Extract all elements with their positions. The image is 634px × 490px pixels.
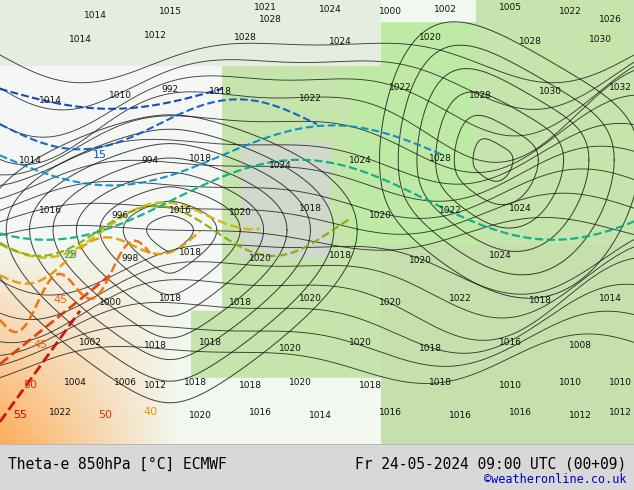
Text: 40: 40	[143, 407, 157, 417]
Text: 1014: 1014	[68, 35, 91, 45]
Text: 1024: 1024	[319, 5, 341, 15]
Text: 1018: 1018	[328, 250, 351, 260]
Text: 1018: 1018	[429, 377, 451, 387]
Text: 1010: 1010	[108, 91, 131, 99]
Text: 1016: 1016	[169, 205, 191, 215]
Text: 1024: 1024	[508, 203, 531, 213]
Text: 1020: 1020	[288, 377, 311, 387]
Text: 1018: 1018	[358, 381, 382, 390]
Text: 1016: 1016	[448, 411, 472, 419]
Text: 994: 994	[141, 155, 158, 165]
Text: 1020: 1020	[299, 294, 321, 302]
Text: 1018: 1018	[183, 377, 207, 387]
Text: 1006: 1006	[113, 377, 136, 387]
Text: ©weatheronline.co.uk: ©weatheronline.co.uk	[484, 473, 626, 486]
Text: 1024: 1024	[269, 161, 292, 170]
Text: 50: 50	[98, 410, 112, 420]
Text: 1012: 1012	[143, 30, 167, 40]
Text: 50: 50	[23, 380, 37, 390]
Text: 1028: 1028	[259, 16, 281, 24]
Text: 1014: 1014	[18, 155, 41, 165]
Text: 996: 996	[112, 211, 129, 220]
Text: 1018: 1018	[209, 88, 231, 97]
Text: Theta-e 850hPa [°C] ECMWF: Theta-e 850hPa [°C] ECMWF	[8, 457, 226, 472]
Text: 1032: 1032	[609, 83, 631, 93]
Text: 1026: 1026	[598, 16, 621, 24]
Text: 1020: 1020	[349, 338, 372, 346]
Text: 1004: 1004	[63, 377, 86, 387]
Text: 1018: 1018	[198, 338, 221, 346]
Text: 1002: 1002	[79, 338, 101, 346]
Text: 25: 25	[63, 250, 77, 260]
Text: Fr 24-05-2024 09:00 UTC (00+09): Fr 24-05-2024 09:00 UTC (00+09)	[355, 457, 626, 472]
Text: 1028: 1028	[233, 33, 256, 43]
Text: 1010: 1010	[609, 377, 631, 387]
Text: 1016: 1016	[498, 338, 522, 346]
Text: 1014: 1014	[309, 411, 332, 419]
Text: 1014: 1014	[39, 96, 61, 104]
Text: 1022: 1022	[49, 408, 72, 416]
Text: 1010: 1010	[559, 377, 581, 387]
Text: 1018: 1018	[179, 247, 202, 256]
Text: 1018: 1018	[158, 294, 181, 302]
Text: 1020: 1020	[249, 253, 271, 263]
Text: 1020: 1020	[229, 207, 252, 217]
Text: 1020: 1020	[418, 33, 441, 43]
Text: 1024: 1024	[328, 38, 351, 47]
Text: 1010: 1010	[498, 381, 522, 390]
Text: 1020: 1020	[188, 411, 211, 419]
Text: 1028: 1028	[429, 153, 451, 163]
Text: 1020: 1020	[408, 255, 432, 265]
Text: 45: 45	[53, 295, 67, 305]
Text: 1020: 1020	[278, 343, 301, 352]
Text: 1020: 1020	[378, 297, 401, 307]
Text: 1024: 1024	[489, 250, 512, 260]
Text: 1012: 1012	[143, 381, 167, 390]
Text: 1000: 1000	[378, 7, 401, 17]
Text: 1022: 1022	[559, 7, 581, 17]
Text: 1014: 1014	[598, 294, 621, 302]
Text: 1012: 1012	[569, 411, 592, 419]
Text: 998: 998	[121, 253, 139, 263]
Text: 45: 45	[33, 340, 47, 350]
Text: 1012: 1012	[609, 408, 631, 416]
Text: 1020: 1020	[368, 211, 391, 220]
Text: 1002: 1002	[434, 5, 456, 15]
Text: 15: 15	[93, 150, 107, 160]
Text: 1024: 1024	[349, 155, 372, 165]
Text: 1018: 1018	[228, 297, 252, 307]
Text: 1016: 1016	[249, 408, 271, 416]
Text: 1018: 1018	[238, 381, 261, 390]
Text: 1021: 1021	[254, 3, 276, 13]
Text: 1016: 1016	[508, 408, 531, 416]
Text: 1016: 1016	[378, 408, 401, 416]
Text: 1022: 1022	[299, 94, 321, 102]
Text: 1000: 1000	[98, 297, 122, 307]
Text: 1030: 1030	[538, 88, 562, 97]
Text: 992: 992	[162, 85, 179, 95]
Text: 1022: 1022	[449, 294, 471, 302]
Text: 1014: 1014	[84, 10, 107, 20]
Text: 1018: 1018	[299, 203, 321, 213]
Text: 1015: 1015	[158, 7, 181, 17]
Text: 1005: 1005	[498, 3, 522, 13]
Text: 1028: 1028	[519, 38, 541, 47]
Text: 1030: 1030	[588, 35, 612, 45]
Text: 1018: 1018	[418, 343, 441, 352]
Text: 1018: 1018	[529, 295, 552, 304]
Text: 1018: 1018	[143, 341, 167, 349]
Text: 1022: 1022	[439, 205, 462, 215]
Text: 1028: 1028	[469, 91, 491, 99]
Text: 1016: 1016	[39, 205, 61, 215]
Text: 1022: 1022	[389, 83, 411, 93]
Text: 1018: 1018	[188, 153, 212, 163]
Text: 55: 55	[13, 410, 27, 420]
Text: 1008: 1008	[569, 341, 592, 349]
